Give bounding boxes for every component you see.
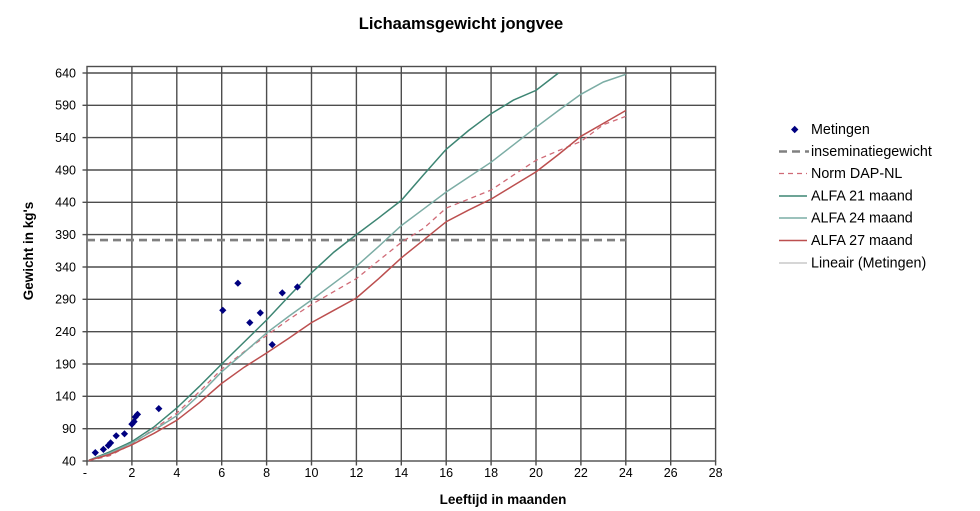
- svg-text:inseminatiegewicht: inseminatiegewicht: [811, 144, 932, 160]
- svg-text:240: 240: [55, 325, 76, 339]
- svg-text:14: 14: [394, 466, 408, 480]
- svg-text:2: 2: [128, 466, 135, 480]
- svg-text:Lineair (Metingen): Lineair (Metingen): [811, 256, 926, 272]
- svg-text:28: 28: [709, 466, 723, 480]
- svg-text:24: 24: [619, 466, 633, 480]
- svg-text:Norm DAP-NL: Norm DAP-NL: [811, 166, 902, 182]
- svg-text:4: 4: [173, 466, 180, 480]
- svg-text:12: 12: [349, 466, 363, 480]
- svg-text:340: 340: [55, 260, 76, 274]
- svg-text:490: 490: [55, 163, 76, 177]
- svg-text:16: 16: [439, 466, 453, 480]
- svg-text:590: 590: [55, 99, 76, 113]
- svg-text:ALFA 27 maand: ALFA 27 maand: [811, 233, 913, 249]
- svg-text:Leeftijd in maanden: Leeftijd in maanden: [440, 492, 567, 507]
- svg-text:90: 90: [62, 422, 76, 436]
- svg-text:540: 540: [55, 131, 76, 145]
- svg-text:640: 640: [55, 66, 76, 80]
- svg-text:8: 8: [263, 466, 270, 480]
- svg-text:440: 440: [55, 196, 76, 210]
- svg-text:ALFA 21 maand: ALFA 21 maand: [811, 189, 913, 205]
- svg-text:6: 6: [218, 466, 225, 480]
- svg-text:Lichaamsgewicht jongvee: Lichaamsgewicht jongvee: [359, 15, 563, 33]
- svg-text:22: 22: [574, 466, 588, 480]
- svg-text:Gewicht in kg's: Gewicht in kg's: [21, 202, 36, 300]
- svg-text:190: 190: [55, 357, 76, 371]
- svg-text:10: 10: [305, 466, 319, 480]
- svg-text:20: 20: [529, 466, 543, 480]
- svg-text:140: 140: [55, 390, 76, 404]
- svg-text:-: -: [83, 466, 87, 480]
- svg-text:390: 390: [55, 228, 76, 242]
- svg-text:40: 40: [62, 454, 76, 468]
- svg-text:ALFA 24 maand: ALFA 24 maand: [811, 211, 913, 227]
- svg-text:18: 18: [484, 466, 498, 480]
- svg-text:26: 26: [664, 466, 678, 480]
- svg-text:Metingen: Metingen: [811, 122, 870, 138]
- svg-text:290: 290: [55, 293, 76, 307]
